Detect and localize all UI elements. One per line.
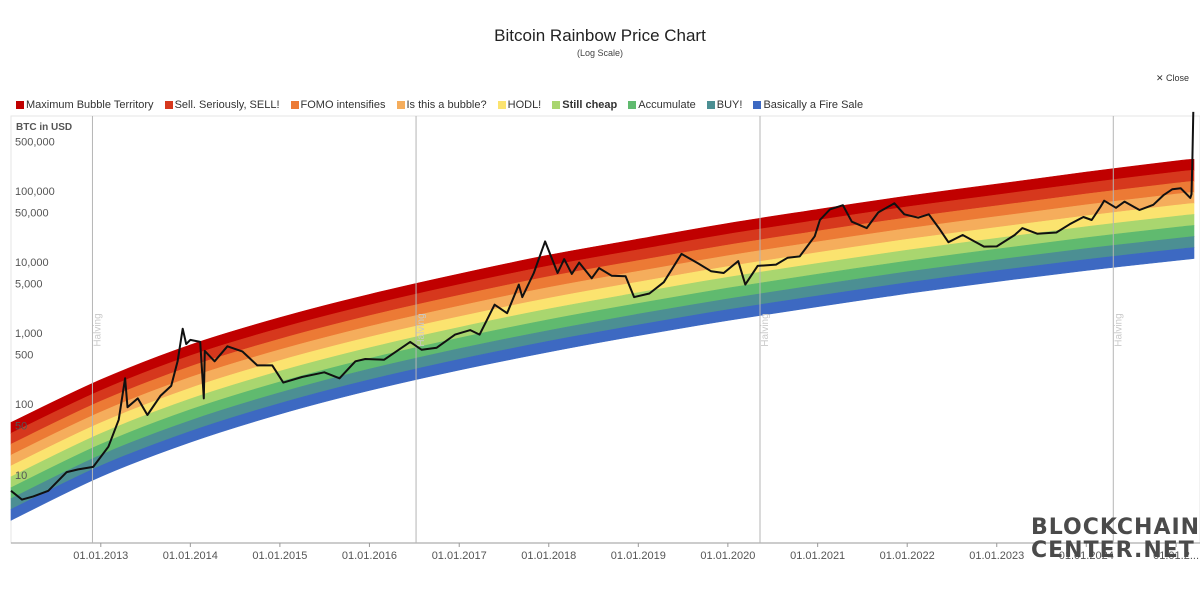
- x-tick-label: 01.01.2015: [252, 550, 307, 562]
- x-tick-label: 01.01.2021: [790, 550, 845, 562]
- y-tick-label: 50,000: [15, 207, 49, 219]
- halving-label: Halving: [92, 313, 103, 346]
- legend-item-basically-a-fire-sale[interactable]: Basically a Fire Sale: [753, 99, 863, 111]
- y-tick-label: 1,000: [15, 328, 43, 340]
- x-tick-label: 01.01.2023: [969, 550, 1024, 562]
- legend-item-sell-seriously-sell[interactable]: Sell. Seriously, SELL!: [164, 99, 280, 111]
- y-tick-label: 500: [15, 349, 33, 361]
- chart-subtitle: (Log Scale): [576, 48, 624, 58]
- x-tick-label: 01.01.2014: [163, 550, 218, 562]
- legend-label: Sell. Seriously, SELL!: [174, 99, 280, 111]
- legend-item-maximum-bubble-territory[interactable]: Maximum Bubble Territory: [16, 99, 154, 111]
- legend-item-still-cheap[interactable]: Still cheap: [552, 99, 617, 111]
- x-tick-label: 01.01.2018: [521, 550, 576, 562]
- halving-label: Halving: [1113, 313, 1124, 346]
- legend-swatch: [552, 101, 561, 109]
- legend-label: Accumulate: [638, 99, 696, 111]
- legend-swatch: [16, 101, 24, 109]
- legend-label: FOMO intensifies: [300, 99, 386, 111]
- y-tick-label: 100,000: [15, 186, 55, 198]
- band-basically-a-fire-sale: [10, 247, 1195, 521]
- y-tick-label: 500,000: [15, 136, 55, 148]
- x-tick-label: 01.01.2016: [342, 550, 397, 562]
- legend-swatch: [706, 101, 715, 109]
- legend-label: Basically a Fire Sale: [763, 99, 864, 111]
- watermark-logo: BLOCKCHAIN CENTER.NET: [1031, 516, 1200, 562]
- legend-label: Is this a bubble?: [406, 99, 487, 111]
- watermark-line-1: BLOCKCHAIN: [1031, 515, 1200, 540]
- close-button[interactable]: ✕ Close: [1156, 73, 1190, 83]
- chart-legend: Maximum Bubble Territory Sell. Seriously,…: [16, 96, 874, 114]
- y-tick-label: 5,000: [15, 278, 43, 290]
- legend-swatch: [290, 101, 299, 109]
- btc-price-line: [10, 111, 1195, 501]
- x-tick-label: 01.01.2022: [880, 550, 935, 562]
- watermark-line-2: CENTER.NET: [1031, 538, 1195, 563]
- y-tick-label: 10,000: [15, 257, 49, 269]
- legend-swatch: [164, 101, 173, 109]
- halving-label: Halving: [416, 313, 427, 346]
- legend-item-accumulate[interactable]: Accumulate: [628, 99, 696, 111]
- legend-item-hodl[interactable]: HODL!: [497, 99, 542, 111]
- legend-label: Maximum Bubble Territory: [26, 99, 154, 111]
- halving-label: Halving: [760, 313, 771, 346]
- legend-item-buy[interactable]: BUY!: [706, 99, 743, 111]
- y-tick-label: 50: [15, 420, 27, 432]
- x-tick-label: 01.01.2024: [1059, 550, 1114, 562]
- x-tick-label: 01.01.2017: [432, 550, 487, 562]
- legend-label: BUY!: [716, 99, 743, 111]
- y-tick-label: 10: [15, 470, 27, 482]
- x-tick-label: 01.01.2019: [611, 550, 666, 562]
- legend-swatch: [628, 101, 637, 109]
- legend-label: HODL!: [507, 99, 542, 111]
- y-axis-title: BTC in USD: [16, 122, 72, 133]
- x-tick-label: 01.01.2013: [73, 550, 128, 562]
- legend-item-is-this-a-bubble[interactable]: Is this a bubble?: [396, 99, 487, 111]
- legend-swatch: [396, 101, 405, 109]
- x-tick-label: 01.01.2...: [1153, 550, 1199, 562]
- y-tick-label: 100: [15, 399, 33, 411]
- legend-swatch: [753, 101, 762, 109]
- legend-label: Still cheap: [562, 99, 618, 111]
- legend-swatch: [497, 101, 506, 109]
- chart-title: Bitcoin Rainbow Price Chart: [494, 26, 706, 45]
- legend-item-fomo-intensifies[interactable]: FOMO intensifies: [290, 99, 386, 111]
- x-tick-label: 01.01.2020: [700, 550, 755, 562]
